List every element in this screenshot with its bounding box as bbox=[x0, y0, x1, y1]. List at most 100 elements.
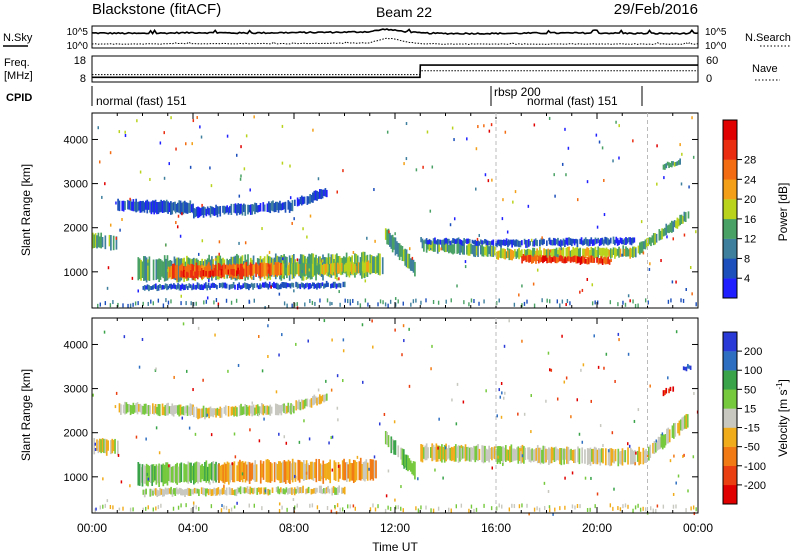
velocity-scatter-point bbox=[352, 504, 355, 508]
power-cell-8 bbox=[178, 284, 181, 291]
power-cell-5 bbox=[244, 262, 246, 278]
velocity-ground-cell bbox=[377, 504, 379, 509]
velocity-ground-cell bbox=[526, 503, 528, 508]
power-ground-cell bbox=[634, 303, 637, 308]
power-cell-8 bbox=[152, 285, 154, 290]
power-scatter-point bbox=[565, 303, 567, 307]
power-ground-cell bbox=[566, 299, 569, 304]
velocity-cell-5 bbox=[221, 464, 223, 482]
velocity-panel-frame bbox=[91, 317, 699, 514]
velocity-ground-cell bbox=[384, 508, 387, 513]
power-cell-12 bbox=[509, 249, 512, 261]
velocity-cell-6 bbox=[220, 489, 222, 495]
velocity-ground-cell bbox=[564, 505, 566, 510]
velocity-cell-6 bbox=[209, 488, 211, 495]
power-cell-12 bbox=[615, 248, 618, 257]
power-ground-cell bbox=[402, 301, 404, 306]
power-cell-8 bbox=[321, 282, 324, 287]
power-cell-14 bbox=[502, 239, 505, 246]
power-cell-13 bbox=[547, 257, 550, 263]
power-cell-6 bbox=[185, 271, 188, 278]
velocity-scatter-point bbox=[330, 436, 332, 440]
velocity-cell-5 bbox=[271, 463, 273, 482]
velocity-scatter-point bbox=[337, 418, 339, 422]
velocity-cell-8 bbox=[534, 449, 536, 462]
power-cell-14 bbox=[565, 237, 568, 245]
power-cell-2 bbox=[237, 203, 240, 213]
power-cell-13 bbox=[597, 258, 600, 265]
power-ytick-label-3: 4000 bbox=[64, 134, 88, 146]
velocity-cell-5 bbox=[355, 461, 358, 481]
velocity-scatter-point bbox=[209, 481, 211, 485]
velocity-scatter-point bbox=[500, 415, 503, 419]
velocity-scatter-point bbox=[496, 414, 498, 418]
velocity-cell-4 bbox=[205, 460, 208, 483]
power-scatter-point bbox=[483, 124, 485, 128]
power-colorbar-cell-8 bbox=[723, 120, 737, 140]
velocity-cell-9 bbox=[664, 434, 667, 446]
velocity-cell-5 bbox=[364, 461, 366, 482]
power-cell-1 bbox=[147, 201, 150, 210]
velocity-ground-cell bbox=[642, 506, 644, 511]
velocity-ground-cell bbox=[685, 508, 687, 513]
velocity-cell-7 bbox=[400, 447, 402, 460]
velocity-cell-8 bbox=[424, 445, 427, 461]
velocity-cell-2 bbox=[193, 406, 195, 418]
velocity-cell-8 bbox=[459, 445, 461, 462]
velocity-scatter-point bbox=[556, 397, 559, 401]
power-cell-13 bbox=[542, 255, 544, 264]
velocity-scatter-point bbox=[325, 379, 327, 383]
velocity-ground-cell bbox=[177, 505, 180, 510]
power-scatter-point bbox=[243, 167, 246, 171]
velocity-cell-6 bbox=[161, 488, 164, 497]
time-tick-label-4: 16:00 bbox=[481, 521, 511, 535]
power-cell-8 bbox=[309, 282, 311, 289]
power-cell-14 bbox=[632, 237, 634, 244]
power-colorbar-tick-label-2: 12 bbox=[744, 234, 756, 246]
power-cell-5 bbox=[167, 266, 170, 279]
velocity-ground-cell bbox=[490, 506, 493, 511]
power-cell-3 bbox=[319, 189, 321, 199]
velocity-cell-7 bbox=[394, 440, 397, 455]
velocity-cell-6 bbox=[252, 488, 254, 495]
time-axis-labels: 00:00 04:00 08:00 12:00 16:00 20:00 00:00 bbox=[77, 521, 713, 535]
power-cell-13 bbox=[544, 255, 547, 261]
velocity-cell-5 bbox=[314, 462, 316, 479]
velocity-cell-4 bbox=[176, 462, 179, 485]
velocity-cell-4 bbox=[170, 466, 173, 483]
power-cell-7 bbox=[353, 263, 356, 273]
power-scatter-point bbox=[317, 177, 320, 181]
power-cell-15 bbox=[669, 222, 672, 233]
power-scatter-point bbox=[632, 139, 634, 143]
power-cell-14 bbox=[525, 240, 527, 248]
power-scatter-point bbox=[536, 268, 539, 272]
velocity-cell-8 bbox=[568, 449, 571, 461]
velocity-scatter-point bbox=[155, 367, 157, 371]
velocity-cell-5 bbox=[375, 460, 377, 479]
velocity-cell-6 bbox=[286, 488, 289, 495]
velocity-cell-2 bbox=[254, 407, 256, 416]
velocity-ground-cell bbox=[129, 507, 132, 512]
power-scatter-point bbox=[689, 266, 692, 269]
beam-title: Beam 22 bbox=[376, 4, 432, 20]
power-scatter-point bbox=[291, 221, 293, 225]
power-scatter-point bbox=[440, 247, 442, 251]
velocity-cell-10 bbox=[662, 390, 665, 397]
velocity-cell-6 bbox=[202, 487, 204, 496]
power-cell-11 bbox=[428, 239, 431, 245]
velocity-cell-6 bbox=[192, 488, 195, 495]
power-cell-4 bbox=[272, 258, 274, 275]
velocity-cell-5 bbox=[227, 462, 230, 485]
velocity-cell-6 bbox=[170, 486, 172, 495]
velocity-cell-7 bbox=[402, 449, 405, 467]
velocity-scatter-point bbox=[249, 428, 251, 432]
velocity-cell-6 bbox=[145, 488, 147, 495]
velocity-scatter-point bbox=[214, 333, 216, 337]
velocity-scatter-point bbox=[327, 469, 330, 473]
velocity-cell-1 bbox=[182, 406, 185, 416]
power-scatter-point bbox=[603, 178, 605, 182]
power-cell-10 bbox=[453, 242, 456, 254]
power-cell-8 bbox=[148, 284, 150, 292]
velocity-scatter-point bbox=[385, 494, 388, 498]
velocity-cell-8 bbox=[511, 448, 514, 462]
